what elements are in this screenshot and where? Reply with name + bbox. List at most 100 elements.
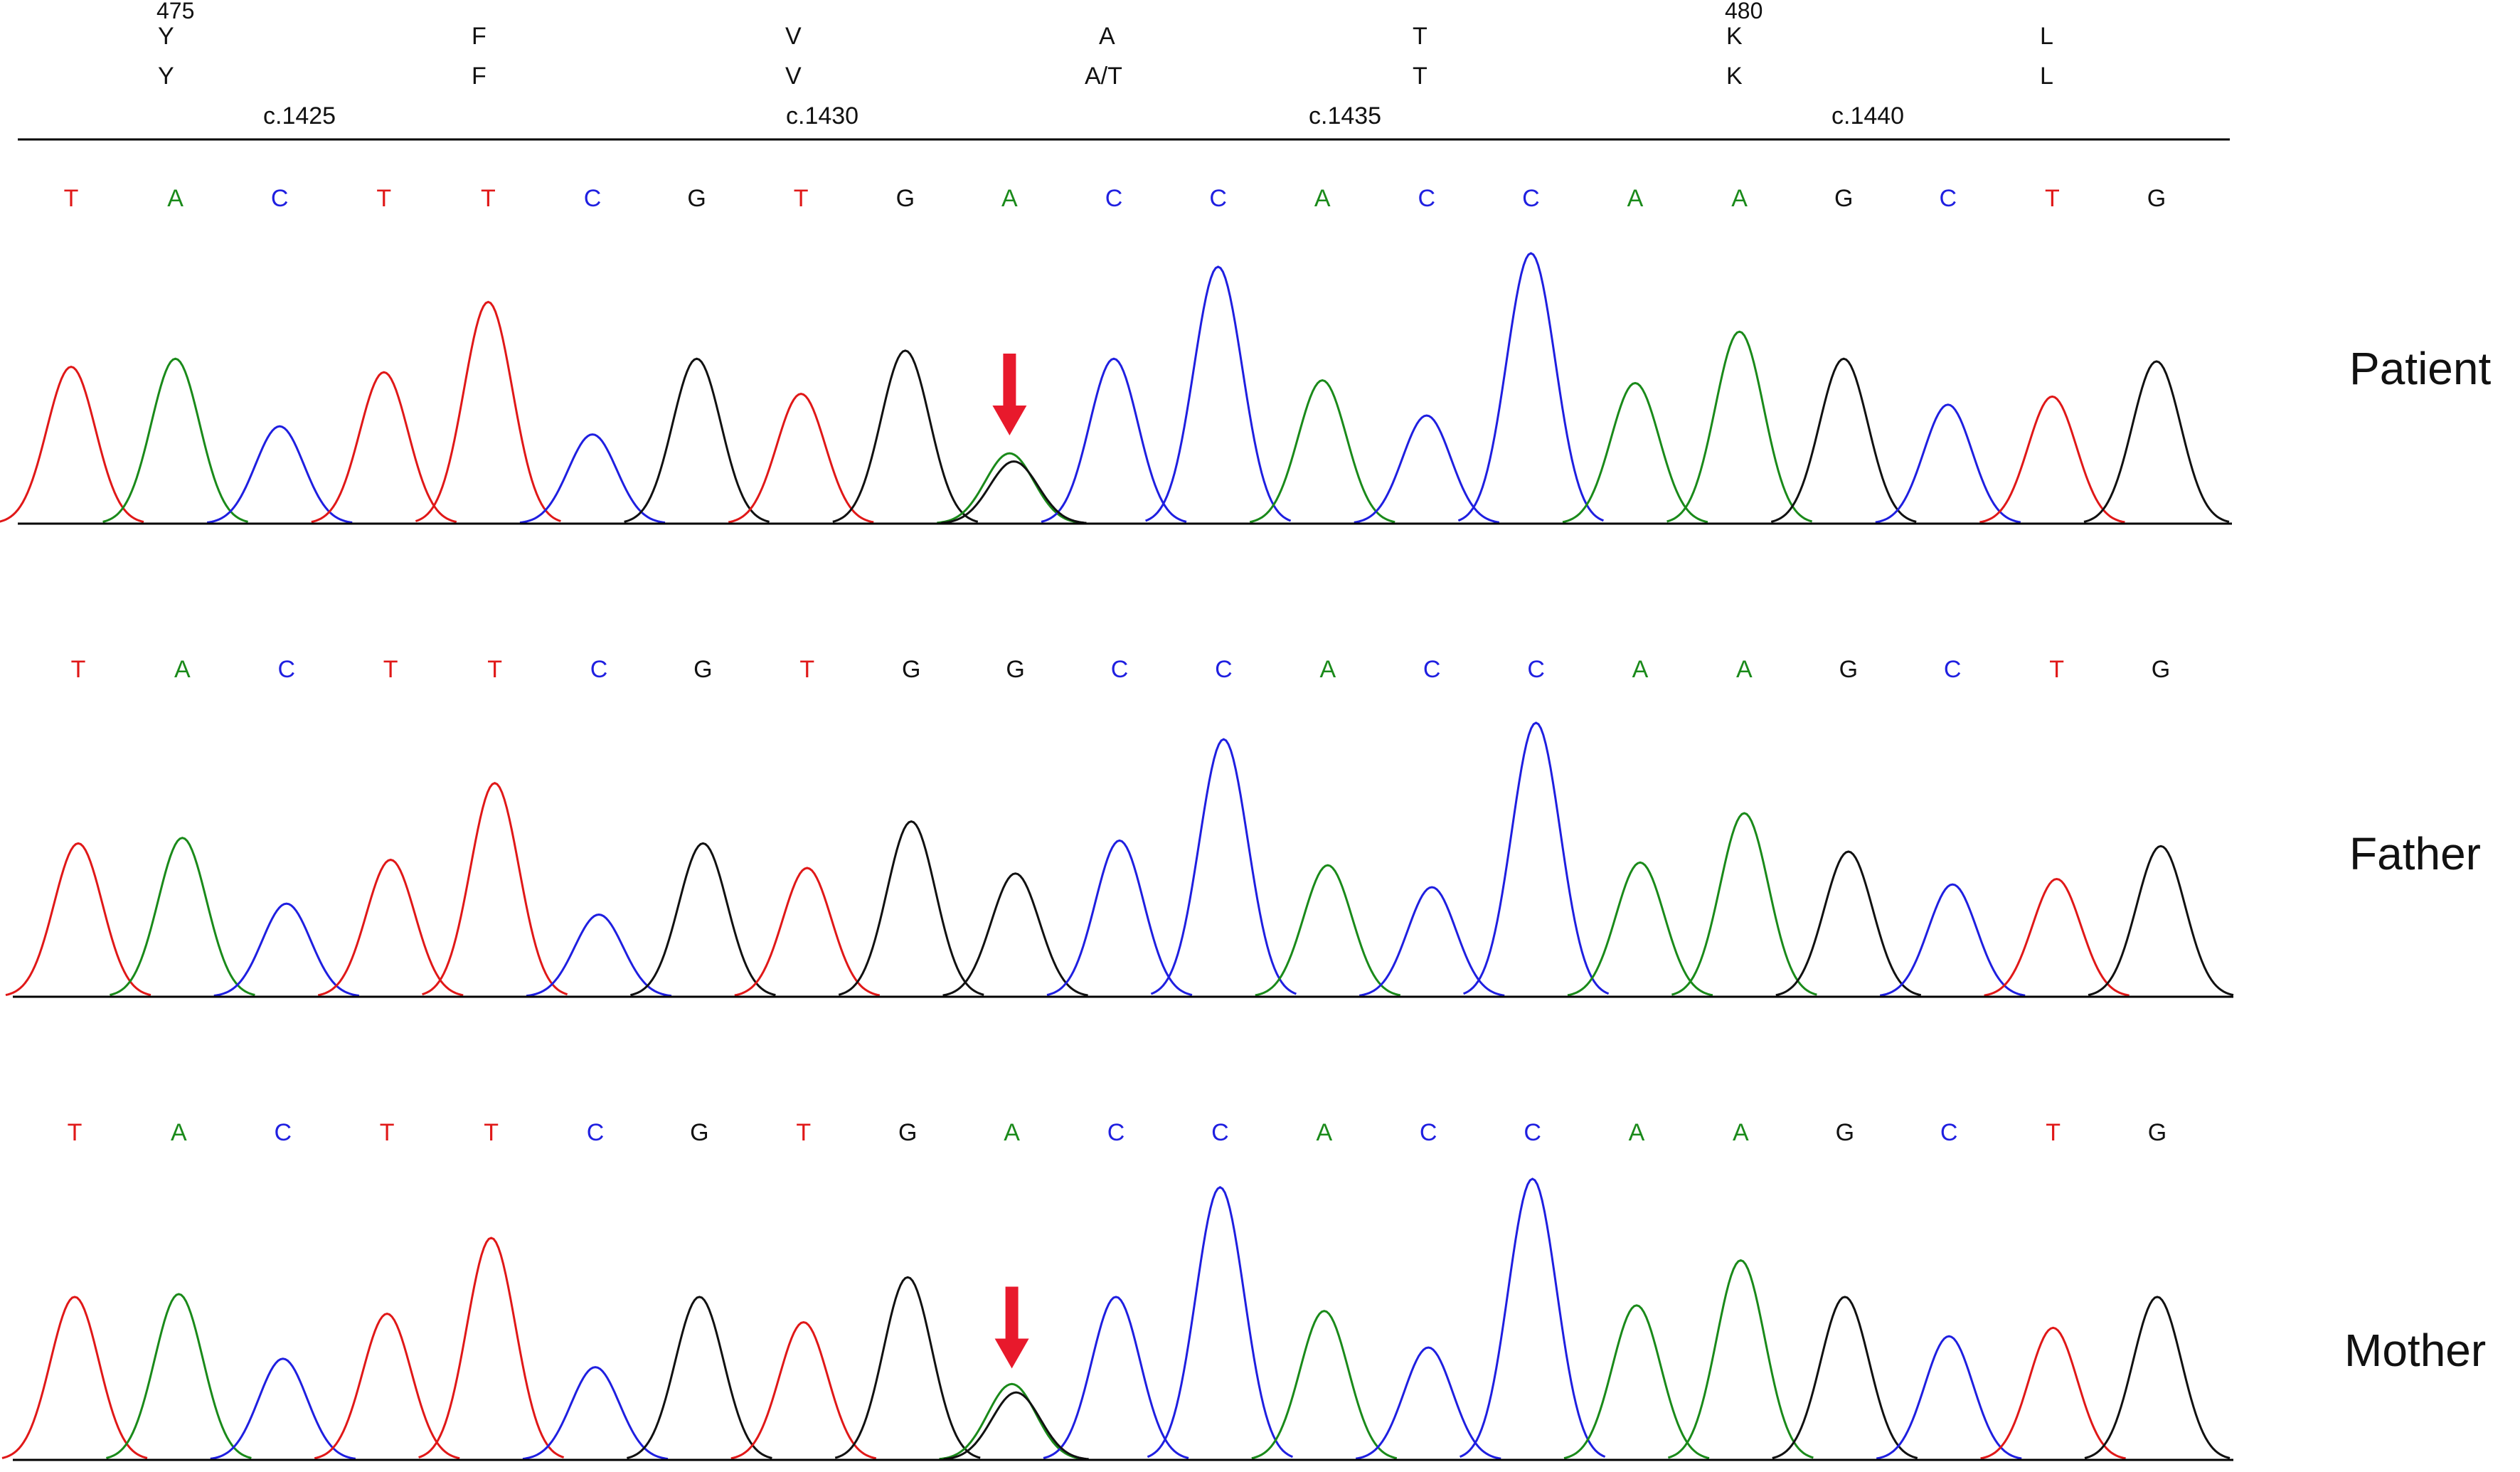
- base-call: C: [278, 656, 296, 683]
- peak-C: [210, 1357, 356, 1460]
- patient-aa: Y: [158, 63, 174, 90]
- chromatogram-traces: [5, 721, 2234, 997]
- peak-G: [942, 872, 1088, 997]
- base-call: C: [584, 185, 602, 212]
- reference-aa: L: [2040, 23, 2053, 50]
- base-call: T: [2049, 656, 2064, 683]
- peak-C: [1147, 1186, 1293, 1458]
- residue-number-480: 480: [1725, 0, 1763, 23]
- base-call: G: [1834, 185, 1853, 212]
- cdna-position-row: c.1425 c.1430 c.1435 c.1440: [263, 102, 1904, 129]
- base-call: C: [1940, 1119, 1958, 1146]
- peak-A: [937, 452, 1083, 524]
- patient-track: T A C T T C G T G A C C A C C A A G C T G Patient: [0, 185, 2491, 525]
- track-label-father: Father: [2349, 828, 2481, 879]
- peak-A: [1667, 1259, 1814, 1459]
- peak-C: [1041, 357, 1187, 523]
- base-call: G: [693, 656, 712, 683]
- peak-A: [1563, 1304, 1710, 1460]
- base-call: T: [71, 656, 86, 683]
- peak-A: [1249, 379, 1395, 524]
- base-call: T: [2045, 185, 2060, 212]
- peak-C: [1459, 1177, 1606, 1458]
- patient-aa: K: [1726, 63, 1743, 90]
- peak-G: [1775, 850, 1922, 997]
- base-call: C: [1107, 1119, 1125, 1146]
- base-call: A: [1316, 1119, 1332, 1146]
- mother-track: T A C T T C G T G A C C A C C A A G C T G Mother: [1, 1119, 2486, 1461]
- peak-C: [1463, 721, 1610, 995]
- peak-C: [1359, 886, 1505, 997]
- peak-T: [1979, 395, 2125, 524]
- base-call: T: [376, 185, 391, 212]
- patient-aa: L: [2040, 63, 2053, 90]
- peak-A: [106, 1293, 252, 1459]
- peak-T: [0, 366, 144, 524]
- base-call: C: [1940, 185, 1957, 212]
- variant-arrow-icon: [994, 1286, 1029, 1369]
- peak-T: [5, 842, 151, 997]
- peak-C: [1457, 252, 1605, 522]
- peak-T: [730, 1320, 877, 1460]
- peak-A: [1251, 1310, 1398, 1460]
- base-call: C: [1527, 656, 1545, 683]
- peak-C: [206, 425, 353, 524]
- base-call: G: [896, 185, 915, 212]
- base-call: C: [1944, 656, 1962, 683]
- variant-arrow-icon: [992, 354, 1027, 435]
- base-call: C: [1211, 1119, 1229, 1146]
- chromatogram-traces: [0, 252, 2230, 524]
- base-call: A: [1319, 656, 1336, 683]
- peak-G: [838, 820, 984, 996]
- patient-aa: A/T: [1085, 63, 1122, 90]
- peak-C: [1875, 403, 2021, 524]
- peak-A: [1562, 381, 1708, 524]
- father-track: T A C T T C G T G G C C A C C A A G C T G Father: [5, 656, 2481, 998]
- base-call: C: [1423, 656, 1441, 683]
- peak-T: [1984, 877, 2130, 997]
- patient-aa: V: [785, 63, 802, 90]
- reference-amino-acid-row: Y F V A T K L: [158, 23, 2053, 50]
- peak-G: [834, 1276, 981, 1459]
- base-call: T: [799, 656, 814, 683]
- chromatogram-traces: [1, 1177, 2231, 1461]
- peak-T: [314, 1313, 460, 1460]
- peak-A: [1671, 812, 1817, 996]
- cdna-position-label: c.1435: [1309, 102, 1381, 129]
- base-call: G: [1836, 1119, 1854, 1146]
- peak-A: [102, 357, 248, 523]
- peak-G: [2083, 360, 2230, 523]
- reference-aa: Y: [158, 23, 174, 50]
- base-call: T: [481, 185, 496, 212]
- peak-C: [1876, 1335, 2022, 1460]
- peak-G: [2088, 844, 2234, 997]
- base-call: A: [1733, 1119, 1749, 1146]
- base-call: A: [1627, 185, 1644, 212]
- base-call: T: [794, 185, 809, 212]
- peak-T: [728, 393, 874, 524]
- base-call: A: [1314, 185, 1331, 212]
- base-call: A: [1001, 185, 1018, 212]
- variant-arrow-slot: [994, 1286, 1029, 1369]
- peak-C: [1046, 839, 1193, 997]
- base-call: T: [484, 1119, 499, 1146]
- patient-aa: F: [472, 63, 487, 90]
- base-call: T: [487, 656, 502, 683]
- peak-T: [1980, 1326, 2126, 1460]
- base-call: T: [68, 1119, 83, 1146]
- base-call: A: [1632, 656, 1649, 683]
- peak-G: [624, 357, 770, 523]
- base-call: A: [1736, 656, 1753, 683]
- peak-G: [630, 842, 776, 997]
- base-call: C: [1215, 656, 1233, 683]
- base-call: T: [64, 185, 79, 212]
- peak-C: [1145, 265, 1292, 522]
- track-label-mother: Mother: [2344, 1325, 2486, 1376]
- base-call: G: [2147, 185, 2166, 212]
- base-call: A: [1731, 185, 1748, 212]
- base-call: A: [171, 1119, 187, 1146]
- base-call: T: [383, 656, 398, 683]
- base-call: T: [796, 1119, 811, 1146]
